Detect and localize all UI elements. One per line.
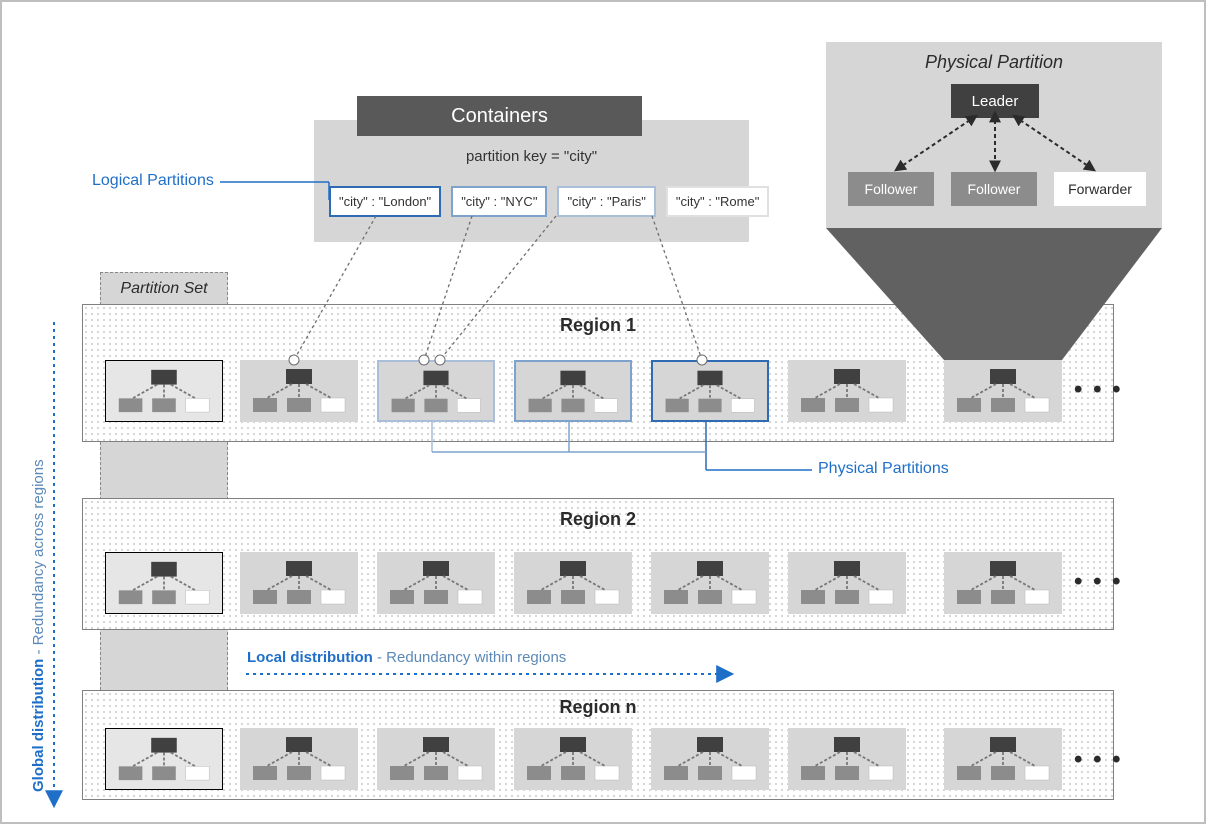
local-dist-rest: - Redundancy within regions (373, 649, 566, 666)
city-chip-london: "city" : "London" (329, 186, 441, 217)
partition-key-label: partition key = "city" (314, 148, 749, 165)
partition-mini (651, 728, 769, 790)
ellipsis-r1: • • • (1074, 376, 1123, 404)
containers-panel (314, 120, 749, 242)
partition-mini (105, 360, 223, 422)
partition-set-title: Partition Set (100, 280, 228, 298)
partition-mini (377, 360, 495, 422)
containers-header: Containers (357, 96, 642, 136)
city-chip-rome: "city" : "Rome" (666, 186, 769, 217)
partition-mini (240, 552, 358, 614)
physical-partitions-label: Physical Partitions (818, 460, 949, 478)
partition-mini (514, 552, 632, 614)
ellipsis-rn: • • • (1074, 746, 1123, 774)
partition-mini (788, 728, 906, 790)
partition-mini (651, 360, 769, 422)
region-1-title: Region 1 (83, 315, 1113, 336)
follower-node-2: Follower (951, 172, 1037, 206)
ellipsis-r2: • • • (1074, 568, 1123, 596)
partition-mini (240, 360, 358, 422)
partition-mini (514, 728, 632, 790)
logical-partitions-label: Logical Partitions (92, 172, 214, 190)
partition-mini (788, 552, 906, 614)
city-chip-nyc: "city" : "NYC" (451, 186, 547, 217)
region-2-title: Region 2 (83, 509, 1113, 530)
region-n-title: Region n (83, 697, 1113, 718)
follower-node-1: Follower (848, 172, 934, 206)
partition-mini (514, 360, 632, 422)
global-distribution-label: Global distribution - Redundancy across … (30, 459, 47, 792)
forwarder-node: Forwarder (1054, 172, 1146, 206)
partition-mini (377, 728, 495, 790)
partition-mini (105, 552, 223, 614)
partition-mini (105, 728, 223, 790)
diagram-frame: Containers partition key = "city" "city"… (0, 0, 1206, 824)
physical-partition-title: Physical Partition (826, 52, 1162, 73)
partition-mini (377, 552, 495, 614)
partition-mini (651, 552, 769, 614)
city-chip-paris: "city" : "Paris" (557, 186, 655, 217)
partition-mini (240, 728, 358, 790)
cities-row: "city" : "London" "city" : "NYC" "city" … (329, 186, 769, 217)
leader-node: Leader (951, 84, 1039, 118)
global-dist-bold: Global distribution (30, 659, 47, 792)
partition-mini (944, 728, 1062, 790)
local-dist-bold: Local distribution (247, 649, 373, 666)
partition-mini (788, 360, 906, 422)
partition-mini (944, 360, 1062, 422)
global-dist-rest: - Redundancy across regions (30, 459, 47, 658)
local-distribution-label: Local distribution - Redundancy within r… (247, 649, 566, 666)
partition-mini (944, 552, 1062, 614)
